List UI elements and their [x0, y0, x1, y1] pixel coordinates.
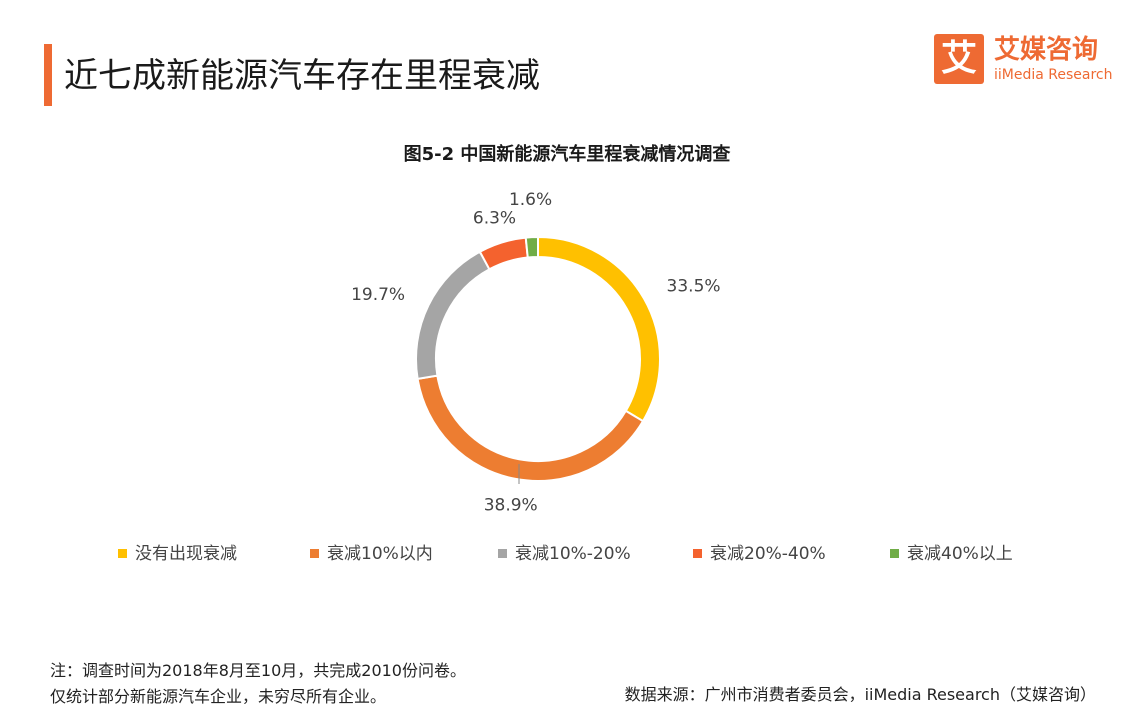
legend-swatch — [118, 549, 127, 558]
legend-item: 衰减40%以上 — [890, 541, 1013, 567]
footnote-line-1: 注：调查时间为2018年8月至10月，共完成2010份问卷。 — [50, 661, 466, 680]
legend-label: 衰减10%以内 — [327, 544, 433, 564]
legend-item: 衰减10%-20% — [498, 541, 631, 567]
legend-item: 衰减20%-40% — [693, 541, 826, 567]
chart-legend: 没有出现衰减 衰减10%以内 衰减10%-20% 衰减20%-40% 衰减40%以上 — [0, 541, 1134, 567]
slice-data-label: 33.5% — [667, 277, 721, 297]
logo-name-cn: 艾媒咨询 — [994, 35, 1099, 65]
legend-swatch — [310, 549, 319, 558]
donut-slice — [478, 236, 529, 271]
donut-slice — [416, 374, 645, 482]
logo-name-en: iiMedia Research — [994, 67, 1113, 83]
footnote-line-2: 仅统计部分新能源汽车企业，未穷尽所有企业。 — [50, 687, 387, 706]
legend-item: 没有出现衰减 — [118, 541, 237, 567]
chart-title: 图5-2 中国新能源汽车里程衰减情况调查 — [403, 144, 731, 165]
donut-slice — [415, 250, 491, 380]
slice-data-label: 6.3% — [473, 209, 516, 229]
logo-mark — [934, 34, 984, 84]
legend-swatch — [693, 549, 702, 558]
brand-logo: 艾 艾媒咨询 iiMedia Research — [934, 34, 1114, 86]
slice-data-label: 1.6% — [509, 190, 552, 210]
legend-item: 衰减10%以内 — [310, 541, 433, 567]
slice-data-label: 38.9% — [484, 495, 538, 515]
page-title: 近七成新能源汽车存在里程衰减 — [64, 56, 540, 96]
legend-label: 衰减10%-20% — [515, 544, 631, 564]
legend-label: 衰减20%-40% — [710, 544, 826, 564]
legend-label: 衰减40%以上 — [907, 544, 1013, 564]
legend-label: 没有出现衰减 — [135, 544, 237, 564]
donut-slice — [537, 235, 661, 423]
donut-slice — [524, 235, 539, 259]
logo-glyph: 艾 — [940, 38, 977, 79]
legend-swatch — [498, 549, 507, 558]
legend-swatch — [890, 549, 899, 558]
title-accent-bar — [44, 44, 52, 106]
slice-data-label: 19.7% — [351, 285, 405, 305]
data-source: 数据来源：广州市消费者委员会，iiMedia Research（艾媒咨询） — [624, 685, 1096, 704]
